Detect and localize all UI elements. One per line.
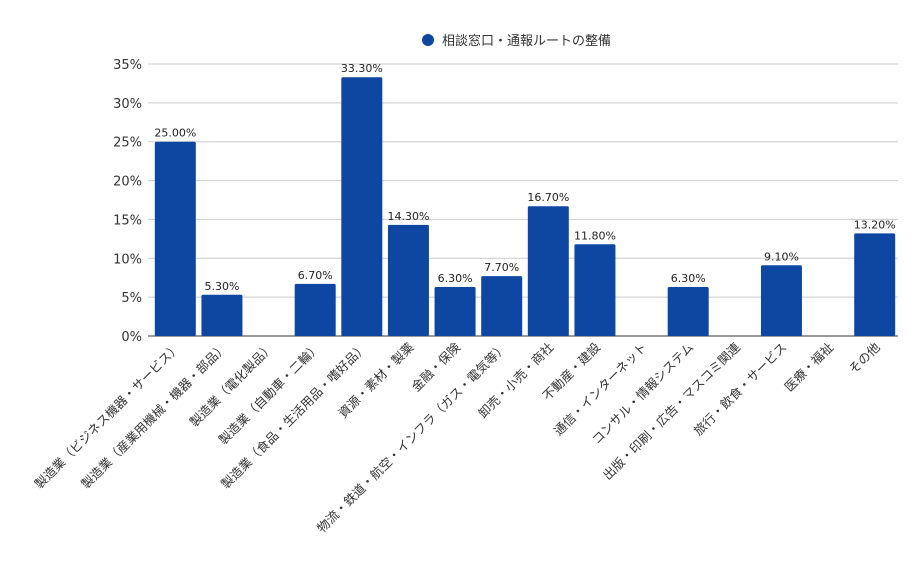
data-label: 14.30% [387,210,429,223]
y-tick-label: 15% [113,213,142,228]
bar [434,287,476,336]
y-tick-label: 35% [113,58,142,73]
y-tick-label: 10% [113,252,142,267]
bar [667,287,709,336]
data-label: 6.70% [298,269,333,282]
x-tick-label: 医療・福祉 [781,339,836,394]
data-label: 5.30% [204,280,239,293]
legend: 相談窓口・通報ルートの整備 [422,33,611,49]
bar [760,265,802,336]
bars [154,77,896,336]
bar [387,224,429,336]
bar [854,233,896,336]
y-axis: 0% 5% 10% 15% 20% 25% 30% 35% [113,58,142,345]
x-axis: 製造業（ビジネス機器・サービス）製造業（産業用機械・機器・部品）製造業（電化製品… [31,339,883,535]
bar [574,244,616,336]
y-tick-label: 25% [113,136,142,151]
data-label: 16.70% [527,191,569,204]
y-tick-label: 5% [121,291,142,306]
data-label: 33.30% [341,62,383,75]
bar [294,283,336,336]
data-label: 13.20% [854,218,896,231]
legend-marker [422,34,434,46]
data-labels: 25.00% 5.30% 6.70% 33.30% 14.30% 6.30% 7.70% 16… [154,62,895,293]
x-tick-label: その他 [846,339,883,376]
y-tick-label: 30% [113,97,142,112]
bar [341,77,383,336]
x-tick-label: 旅行・飲食・サービス [691,340,790,439]
y-tick-label: 0% [121,330,142,345]
bar [154,141,196,336]
data-label: 6.30% [671,272,706,285]
data-label: 25.00% [154,127,196,140]
bar [527,206,569,336]
data-label: 6.30% [438,272,473,285]
y-tick-label: 20% [113,175,142,190]
gridlines [148,63,898,337]
legend-label: 相談窓口・通報ルートの整備 [442,33,611,49]
data-label: 9.10% [764,250,799,263]
data-label: 11.80% [574,229,616,242]
x-tick-label: 製造業（電化製品） [187,340,277,430]
data-label: 7.70% [484,261,519,274]
bar [201,294,243,336]
bar [481,276,523,336]
